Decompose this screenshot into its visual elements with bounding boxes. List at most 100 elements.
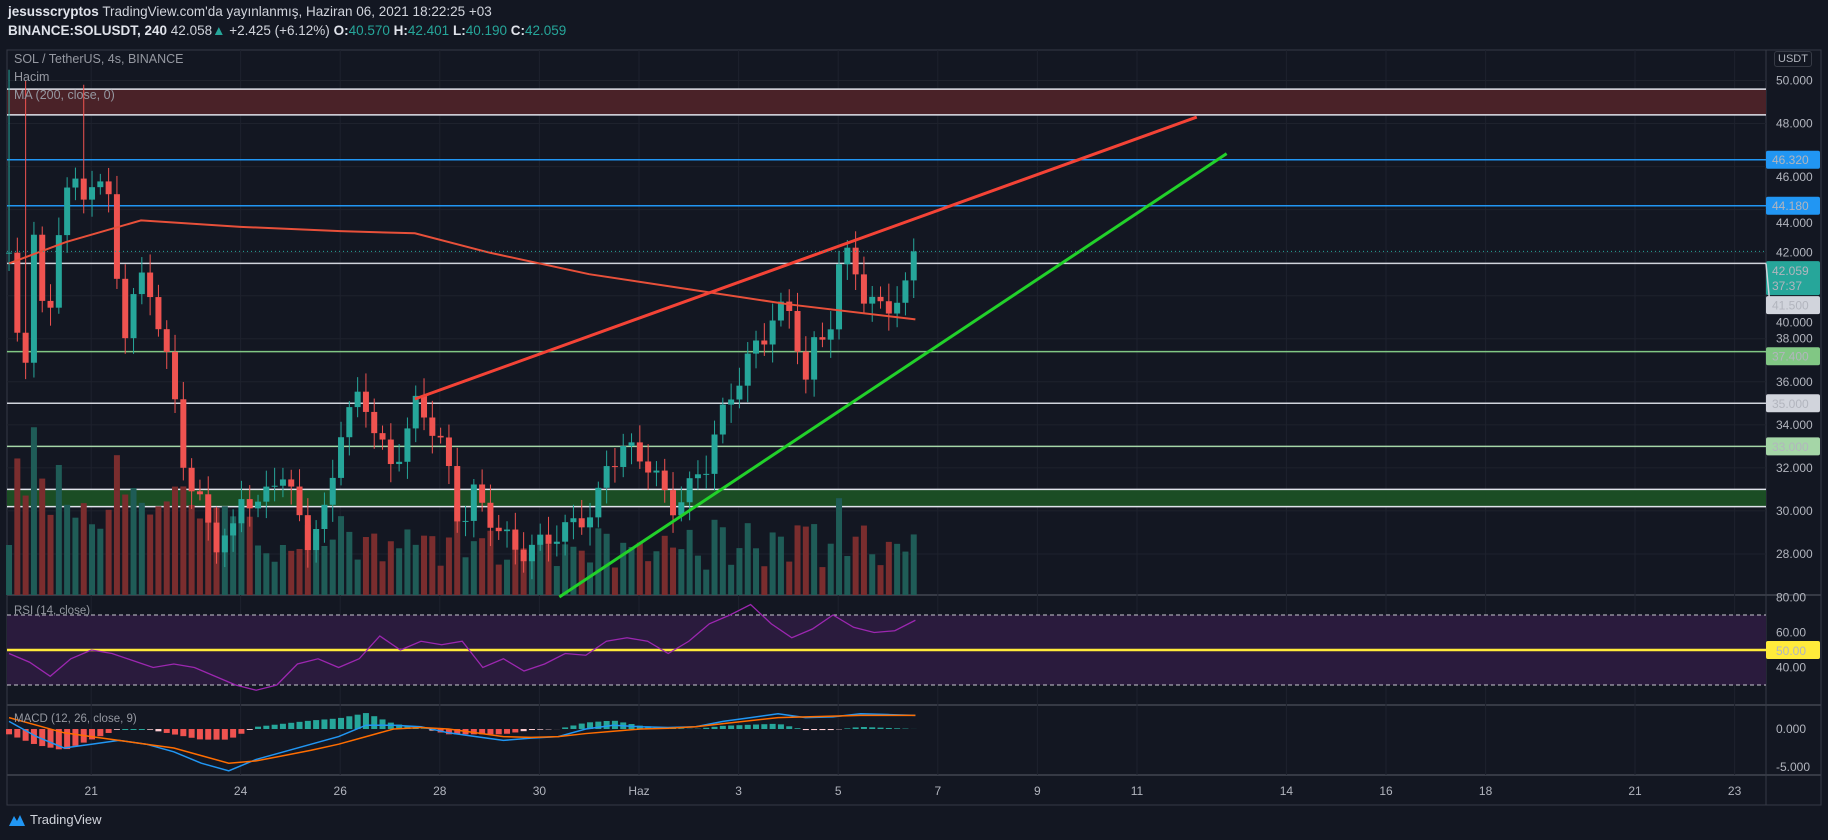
volume-bar: [14, 458, 21, 595]
macd-histogram-bar: [97, 729, 104, 737]
volume-bar: [421, 535, 428, 595]
rsi-value-badge: [1766, 641, 1820, 659]
time-tick-label: 5: [835, 784, 842, 798]
candle-body: [860, 274, 867, 304]
candle-body: [512, 529, 519, 550]
macd-histogram-bar: [354, 714, 361, 729]
tradingview-logo[interactable]: TradingView: [8, 812, 102, 827]
candle-body: [122, 278, 129, 339]
time-tick-label: 24: [234, 784, 248, 798]
macd-histogram-bar: [678, 728, 685, 729]
candle-body: [445, 437, 452, 467]
volume-bar: [80, 503, 87, 595]
symbol: BINANCE:SOLUSDT, 240: [8, 23, 168, 38]
signal-line: [8, 714, 916, 764]
candle-body: [188, 467, 195, 492]
macd-histogram-bar: [64, 729, 71, 750]
volume-bar: [72, 517, 79, 595]
volume-bar: [761, 566, 768, 595]
volume-bar: [827, 543, 834, 595]
volume-bar: [553, 566, 560, 595]
macd-line: [8, 713, 916, 772]
close-value: 42.059: [525, 23, 567, 38]
macd-histogram-bar: [172, 729, 179, 735]
volume-bar: [620, 542, 627, 595]
candle-body: [520, 549, 527, 562]
macd-histogram-bar: [138, 729, 145, 730]
candle-body: [470, 484, 477, 521]
time-tick-label: 11: [1131, 784, 1144, 798]
candle-body: [753, 340, 760, 354]
candle-body: [728, 399, 735, 405]
legend-macd: MACD (12, 26, close, 9): [14, 713, 137, 725]
volume-bar: [404, 529, 411, 595]
macd-histogram-bar: [645, 726, 652, 729]
macd-histogram-bar: [578, 723, 585, 729]
macd-histogram-bar: [595, 721, 602, 729]
candle-body: [39, 234, 46, 301]
open-value: 40.570: [348, 23, 390, 38]
macd-histogram-bar: [238, 729, 245, 734]
macd-histogram-bar: [396, 724, 403, 729]
price-tick-label: 40.000: [1776, 316, 1813, 330]
macd-tick-label: -5.000: [1776, 760, 1810, 774]
macd-histogram-bar: [736, 725, 743, 729]
candle-body: [587, 517, 594, 528]
volume-bar: [479, 538, 486, 595]
candle-body: [429, 417, 436, 436]
macd-histogram-bar: [487, 729, 494, 735]
candle-body: [6, 252, 13, 254]
macd-histogram-bar: [885, 727, 892, 729]
volume-bar: [636, 542, 643, 595]
macd-histogram-bar: [528, 729, 535, 731]
macd-histogram-bar: [894, 728, 901, 729]
candle-body: [611, 466, 618, 468]
candle-body: [910, 251, 917, 281]
candle-body: [761, 340, 768, 345]
price-tick-label: 30.000: [1776, 504, 1813, 518]
candle-body: [786, 301, 793, 312]
macd-histogram-bar: [147, 729, 154, 730]
volume-bar: [777, 536, 784, 595]
author[interactable]: jesusscryptos: [8, 4, 99, 19]
volume-bar: [470, 541, 477, 595]
volume-bar: [6, 545, 13, 595]
candle-body: [421, 395, 428, 418]
candle-body: [72, 178, 79, 188]
volume-bar: [661, 535, 668, 595]
price-change: +2.425 (+6.12%): [229, 23, 330, 38]
candle-body: [487, 502, 494, 528]
candle-body: [155, 297, 162, 330]
last-price-label: 42.059: [1772, 264, 1809, 278]
volume-bar: [769, 532, 776, 595]
macd-histogram-bar: [72, 729, 79, 746]
currency-label[interactable]: USDT: [1774, 51, 1812, 67]
volume-bar: [836, 498, 843, 595]
macd-histogram-bar: [362, 713, 369, 729]
macd-histogram-bar: [371, 716, 378, 729]
volume-bar: [196, 518, 203, 595]
price-tick-label: 32.000: [1776, 461, 1813, 475]
candle-body: [504, 529, 511, 532]
volume-bar: [230, 516, 237, 595]
candle-body: [711, 434, 718, 474]
ma200-line: [8, 219, 916, 321]
volume-bar: [869, 554, 876, 595]
price-tick-label: 34.000: [1776, 418, 1813, 432]
volume-bar: [786, 561, 793, 595]
candle-body: [885, 301, 892, 314]
level-price-badge: [1766, 150, 1820, 169]
candle-body: [30, 234, 37, 363]
macd-histogram-bar: [271, 724, 278, 729]
candle-body: [246, 499, 253, 509]
level-price-badge: [1766, 196, 1820, 215]
candle-body: [719, 404, 726, 435]
macd-histogram-bar: [562, 727, 569, 729]
volume-bar: [537, 544, 544, 595]
candle-body: [852, 247, 859, 275]
candle-body: [645, 461, 652, 473]
volume-bar: [138, 502, 145, 595]
level-price-badge: [1766, 437, 1820, 456]
candle-body: [703, 473, 710, 475]
